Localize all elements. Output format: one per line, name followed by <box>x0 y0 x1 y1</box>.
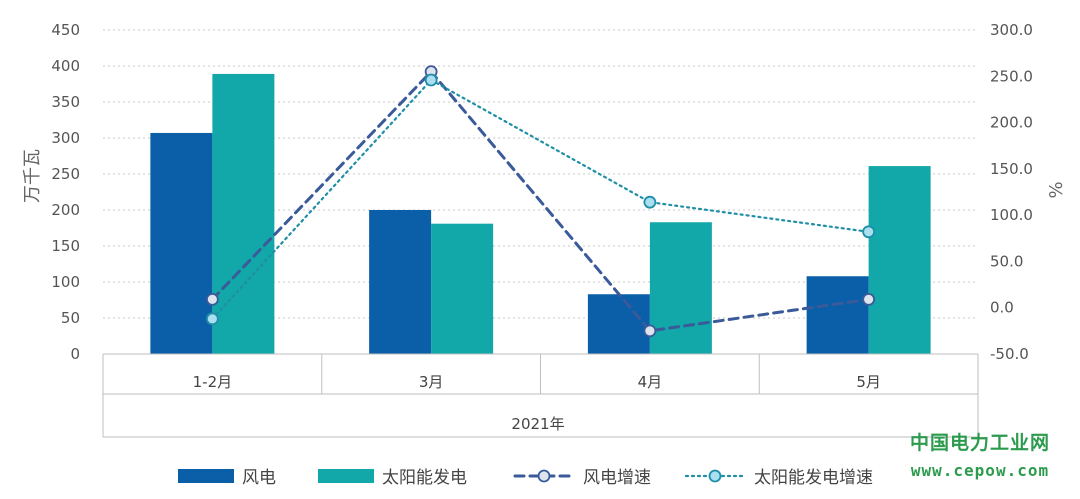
left-tick-label: 400 <box>51 57 80 75</box>
legend-marker <box>708 469 722 483</box>
left-tick-label: 450 <box>51 21 80 39</box>
bar <box>212 73 275 355</box>
legend-marker <box>537 469 551 483</box>
bar <box>431 223 494 354</box>
bar <box>369 210 432 354</box>
watermark-title: 中国电力工业网 <box>910 431 1050 454</box>
left-tick-label: 350 <box>51 93 80 111</box>
line-series <box>205 65 876 338</box>
left-tick-label: 250 <box>51 165 80 183</box>
category-label: 4月 <box>638 373 663 391</box>
legend-label: 风电 <box>242 468 276 488</box>
axes-frame <box>102 353 979 438</box>
right-tick-label: 250.0 <box>990 67 1033 85</box>
right-tick-label: 150.0 <box>990 160 1033 178</box>
bar-series <box>150 73 931 355</box>
right-axis-title: % <box>1046 181 1067 198</box>
legend: 风电 太阳能发电 风电增速 太阳能发电增速 <box>178 468 873 488</box>
data-point <box>643 195 657 209</box>
series-line <box>210 69 871 333</box>
bar <box>806 276 869 354</box>
right-tick-label: 200.0 <box>990 114 1033 132</box>
category-label: 3月 <box>419 373 444 391</box>
legend-label: 太阳能发电 <box>382 468 467 488</box>
data-point <box>862 225 876 239</box>
watermark-url: www.cepow.com <box>911 461 1049 480</box>
legend-label: 太阳能发电增速 <box>754 468 873 488</box>
left-axis-ticks: 0 50 100 150 200 250 300 350 400 450 <box>51 21 80 363</box>
left-axis-title: 万千瓦 <box>22 149 43 203</box>
bar <box>868 166 931 354</box>
data-point <box>643 324 657 338</box>
right-tick-label: 0.0 <box>990 299 1014 317</box>
left-tick-label: 50 <box>61 309 80 327</box>
group-label: 2021年 <box>511 415 564 433</box>
data-point <box>424 73 438 87</box>
right-axis-ticks: -50.0 0.0 50.0 100.0 150.0 200.0 250.0 300.0 <box>990 21 1033 363</box>
right-tick-label: 300.0 <box>990 21 1033 39</box>
legend-swatch <box>178 469 234 483</box>
left-tick-label: 300 <box>51 129 80 147</box>
category-label: 1-2月 <box>193 373 233 391</box>
right-tick-label: 50.0 <box>990 252 1023 270</box>
left-tick-label: 0 <box>70 345 80 363</box>
legend-swatch <box>318 469 374 483</box>
left-tick-label: 100 <box>51 273 80 291</box>
bar <box>587 294 650 354</box>
left-tick-label: 150 <box>51 237 80 255</box>
series-line <box>211 78 870 320</box>
right-tick-label: 100.0 <box>990 206 1033 224</box>
category-label: 5月 <box>856 373 881 391</box>
right-tick-label: -50.0 <box>990 345 1029 363</box>
data-point <box>205 292 219 306</box>
left-tick-label: 200 <box>51 201 80 219</box>
data-point <box>862 292 876 306</box>
data-point <box>205 312 219 326</box>
bar <box>649 222 712 354</box>
bar <box>150 132 213 354</box>
legend-label: 风电增速 <box>583 468 651 488</box>
category-labels: 1-2月 3月 4月 5月 <box>193 373 881 391</box>
